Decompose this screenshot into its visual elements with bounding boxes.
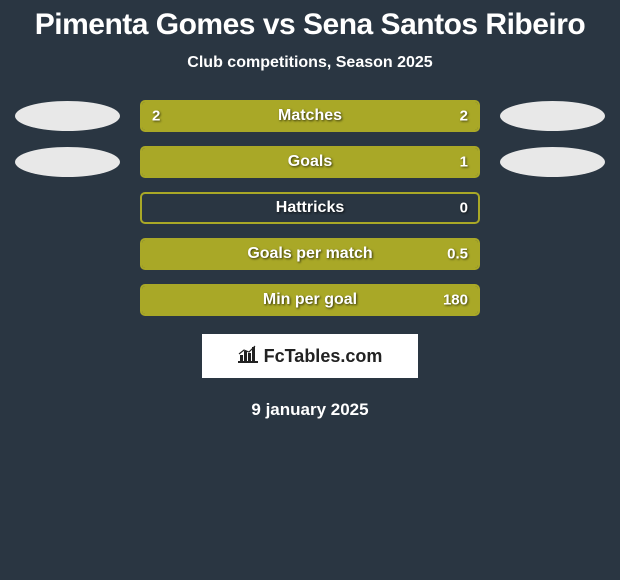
stat-bar: Hattricks 0 — [140, 192, 480, 224]
stat-value-left: 2 — [152, 108, 160, 125]
player-right-ellipse — [500, 147, 605, 177]
stat-row: Goals per match 0.5 — [0, 238, 620, 270]
player-left-ellipse — [15, 101, 120, 131]
bar-chart-icon — [238, 345, 258, 368]
comparison-card: Pimenta Gomes vs Sena Santos Ribeiro Clu… — [0, 0, 620, 420]
stat-value-right: 180 — [443, 292, 468, 309]
page-title: Pimenta Gomes vs Sena Santos Ribeiro — [0, 8, 620, 42]
date-label: 9 january 2025 — [0, 400, 620, 420]
stat-label: Goals per match — [247, 245, 372, 263]
player-left-ellipse — [15, 147, 120, 177]
stat-label: Min per goal — [263, 291, 357, 309]
stat-bar: Min per goal 180 — [140, 284, 480, 316]
stat-label: Matches — [278, 107, 342, 125]
stats-list: 2 Matches 2 Goals 1 Hattricks 0 Goals per match… — [0, 100, 620, 316]
stat-label: Goals — [288, 153, 332, 171]
stat-value-right: 1 — [460, 154, 468, 171]
stat-label: Hattricks — [276, 199, 344, 217]
subtitle: Club competitions, Season 2025 — [0, 54, 620, 72]
logo-text: FcTables.com — [264, 346, 383, 367]
stat-bar: 2 Matches 2 — [140, 100, 480, 132]
stat-row: 2 Matches 2 — [0, 100, 620, 132]
stat-row: Min per goal 180 — [0, 284, 620, 316]
stat-row: Hattricks 0 — [0, 192, 620, 224]
stat-bar: Goals per match 0.5 — [140, 238, 480, 270]
stat-bar: Goals 1 — [140, 146, 480, 178]
stat-value-right: 2 — [460, 108, 468, 125]
stat-value-right: 0.5 — [447, 246, 468, 263]
stat-value-right: 0 — [460, 200, 468, 217]
logo: FcTables.com — [238, 345, 383, 368]
player-right-ellipse — [500, 101, 605, 131]
logo-box[interactable]: FcTables.com — [202, 334, 418, 378]
stat-row: Goals 1 — [0, 146, 620, 178]
